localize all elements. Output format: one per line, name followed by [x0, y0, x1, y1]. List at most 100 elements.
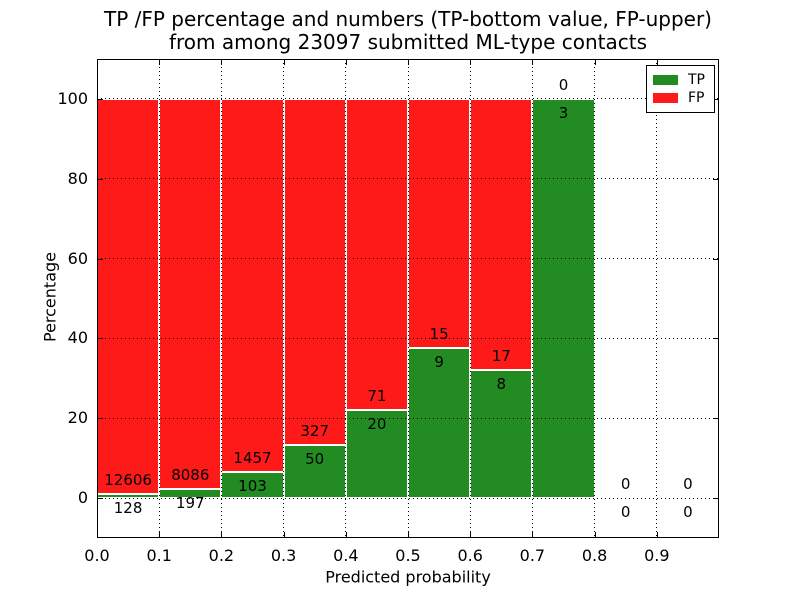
y-tickmark-right	[713, 418, 719, 420]
y-axis-label: Percentage	[40, 251, 60, 343]
x-tickmark-bottom	[221, 532, 223, 538]
chart-title-line1: TP /FP percentage and numbers (TP-bottom…	[104, 7, 712, 31]
gridline-vertical	[469, 59, 471, 538]
gridline-vertical	[345, 59, 347, 538]
x-tickmark-top	[97, 59, 98, 65]
fp-bar-segment	[283, 98, 346, 446]
gridline-vertical	[158, 59, 160, 538]
tp-bar-segment	[221, 471, 284, 499]
fp-bar-segment	[221, 98, 284, 472]
tp-color-swatch	[653, 74, 678, 85]
x-tickmark-top	[470, 59, 472, 65]
tp-bar-segment	[470, 370, 533, 499]
x-tickmark-bottom	[408, 532, 409, 538]
tp-bar-segment	[532, 98, 595, 499]
x-tickmark-top	[594, 59, 596, 65]
x-tickmark-top	[283, 59, 285, 65]
gridline-vertical	[407, 59, 409, 538]
x-tick-label: 0.2	[208, 546, 235, 565]
x-tickmark-top	[532, 59, 534, 65]
fp-count-label: 17	[491, 347, 511, 366]
tp-count-label: 50	[305, 450, 325, 469]
fp-bar-segment	[159, 98, 222, 489]
fp-count-label: 0	[683, 475, 693, 494]
x-tickmark-bottom	[656, 532, 658, 538]
y-tick-label: 0	[77, 488, 88, 508]
fp-bar-segment	[408, 98, 471, 349]
x-tickmark-bottom	[283, 532, 285, 538]
tp-count-label: 0	[620, 503, 631, 522]
x-tickmark-bottom	[470, 532, 472, 538]
y-tickmark-left	[97, 338, 103, 340]
x-tickmark-top	[221, 59, 223, 65]
x-tick-label: 0.0	[84, 546, 110, 565]
tp-bar-segment	[283, 445, 346, 499]
gridline-vertical	[220, 59, 222, 538]
y-tickmark-left	[97, 418, 103, 420]
y-tick-label: 100	[57, 88, 88, 108]
y-tick-label: 40	[67, 328, 88, 348]
y-tickmark-right	[713, 98, 719, 100]
fp-count-label: 327	[300, 422, 329, 441]
gridline-vertical	[594, 59, 596, 538]
x-tick-label: 0.7	[519, 546, 546, 565]
fp-count-label: 0	[558, 75, 569, 94]
x-tickmark-top	[656, 59, 658, 65]
y-tickmark-left	[97, 178, 103, 180]
x-tick-label: 0.3	[270, 546, 297, 565]
tp-count-label: 0	[683, 503, 693, 522]
fp-bar-segment	[345, 98, 408, 411]
tp-count-label: 8	[496, 375, 507, 394]
y-tick-label: 80	[67, 168, 88, 188]
chart-title: TP /FP percentage and numbers (TP-bottom…	[97, 8, 719, 54]
tp-count-label: 3	[558, 103, 569, 122]
y-tick-label: 60	[67, 248, 88, 268]
x-tickmark-bottom	[594, 532, 596, 538]
x-tickmark-bottom	[532, 532, 534, 538]
fp-bar-segment	[470, 98, 533, 371]
legend-entry-tp: TP	[653, 73, 708, 87]
tp-count-label: 197	[175, 493, 205, 512]
y-tickmark-right	[713, 338, 719, 340]
x-tick-label: 0.4	[333, 546, 359, 565]
legend-box: TP FP	[646, 65, 715, 113]
tp-count-label: 9	[434, 353, 444, 372]
gridline-vertical	[656, 59, 658, 538]
fp-count-label: 1457	[233, 448, 272, 467]
x-tickmark-top	[408, 59, 409, 65]
x-tick-label: 0.5	[395, 546, 421, 565]
tp-count-label: 103	[238, 476, 267, 495]
fp-count-label: 12606	[104, 471, 152, 490]
gridline-vertical	[283, 59, 285, 538]
x-tickmark-top	[159, 59, 161, 65]
x-tickmark-bottom	[345, 532, 347, 538]
y-tickmark-right	[713, 178, 719, 180]
chart-title-line2: from among 23097 submitted ML-type conta…	[168, 30, 648, 54]
x-tickmark-top	[345, 59, 347, 65]
fp-count-label: 8086	[171, 465, 210, 484]
fp-count-label: 71	[367, 387, 387, 406]
tp-count-label: 128	[113, 499, 143, 518]
x-tick-label: 0.6	[457, 546, 483, 565]
fp-bar-segment	[97, 98, 160, 495]
legend-label-fp: FP	[688, 90, 705, 107]
legend-entry-fp: FP	[653, 91, 708, 105]
y-tickmark-left	[97, 258, 103, 260]
legend-label-tp: TP	[688, 71, 705, 88]
x-tick-label: 0.1	[146, 546, 172, 565]
gridline-vertical	[531, 59, 533, 538]
x-tickmark-bottom	[97, 532, 98, 538]
fp-color-swatch	[653, 93, 678, 104]
x-tickmark-bottom	[159, 532, 161, 538]
fp-count-label: 0	[620, 475, 631, 494]
tp-count-label: 20	[367, 415, 387, 434]
fp-count-label: 15	[429, 325, 449, 344]
y-tickmark-left	[97, 498, 103, 500]
x-tick-label: 0.9	[644, 546, 670, 565]
tp-bar-segment	[345, 410, 408, 499]
x-tick-label: 0.8	[581, 546, 608, 565]
y-tickmark-left	[97, 98, 103, 100]
y-tick-label: 20	[67, 408, 88, 428]
y-tickmark-right	[713, 258, 719, 260]
